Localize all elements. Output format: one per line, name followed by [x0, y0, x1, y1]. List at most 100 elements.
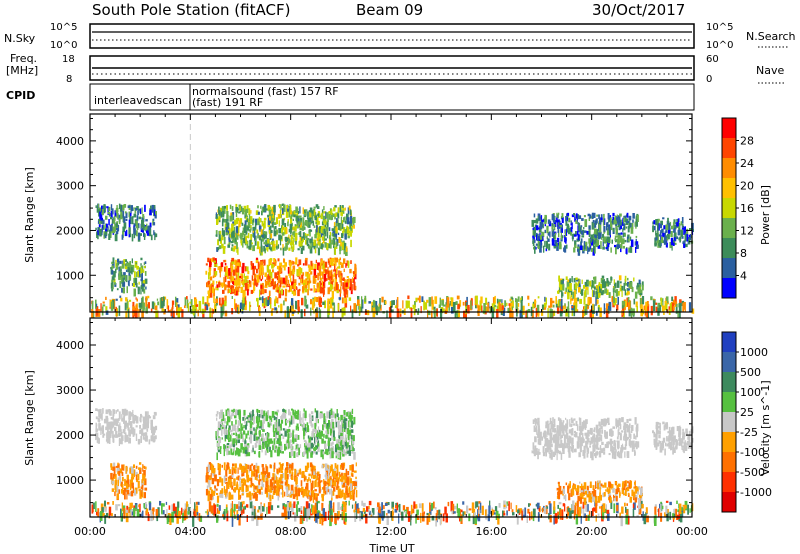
data-cell: [612, 296, 615, 304]
data-cell: [556, 304, 560, 314]
data-cell: [345, 282, 348, 287]
data-cell: [290, 419, 293, 425]
data-cell: [407, 300, 410, 308]
data-cell: [136, 298, 138, 302]
data-cell: [267, 296, 270, 303]
data-cell: [665, 224, 669, 231]
data-cell: [662, 240, 666, 244]
data-cell: [343, 472, 346, 480]
data-cell: [318, 265, 322, 272]
data-cell: [96, 205, 99, 213]
data-cell: [269, 279, 271, 283]
data-cell: [122, 490, 125, 496]
data-cell: [134, 487, 138, 494]
data-cell: [213, 260, 216, 263]
data-cell: [211, 282, 214, 289]
data-cell: [239, 480, 241, 487]
data-cell: [342, 205, 344, 209]
data-cell: [260, 239, 263, 247]
data-cell: [534, 239, 536, 243]
data-cell: [326, 482, 329, 485]
data-cell: [234, 298, 236, 310]
data-cell: [241, 222, 244, 226]
data-cell: [161, 503, 163, 514]
data-cell: [315, 259, 317, 264]
data-cell: [450, 501, 454, 512]
data-cell: [207, 257, 210, 263]
freq-panel: Freq. [MHz] 18 8 60 0 Nave: [6, 52, 784, 85]
data-cell: [124, 231, 128, 237]
data-cell: [635, 235, 638, 238]
data-cell: [116, 263, 118, 267]
data-cell: [282, 277, 285, 284]
data-cell: [526, 515, 528, 523]
data-cell: [652, 221, 654, 225]
data-cell: [326, 231, 329, 239]
data-cell: [335, 257, 338, 263]
data-cell: [309, 239, 312, 244]
data-cell: [610, 217, 612, 225]
data-cell: [236, 208, 239, 211]
data-cell: [234, 221, 236, 224]
data-cell: [522, 305, 525, 315]
data-cell: [532, 303, 535, 309]
data-cell: [583, 215, 586, 218]
data-cell: [263, 414, 265, 421]
data-cell: [596, 218, 598, 224]
data-cell: [244, 424, 247, 430]
nsearch-label: N.Search: [746, 30, 796, 43]
data-cell: [221, 234, 224, 241]
data-cell: [335, 449, 338, 456]
data-cell: [116, 484, 119, 493]
data-cell: [350, 472, 354, 476]
data-cell: [424, 302, 428, 310]
data-cell: [344, 207, 346, 211]
data-cell: [307, 221, 309, 228]
data-cell: [267, 279, 270, 285]
data-cell: [466, 505, 469, 514]
data-cell: [596, 229, 599, 237]
data-cell: [516, 308, 518, 317]
data-cell: [341, 263, 344, 268]
data-cell: [614, 215, 616, 223]
data-cell: [314, 506, 317, 515]
data-cell: [428, 297, 432, 307]
data-cell: [632, 213, 635, 219]
data-cell: [226, 205, 228, 211]
data-cell: [253, 283, 256, 291]
data-cell: [373, 299, 375, 308]
echo-region: [110, 462, 148, 501]
data-cell: [607, 242, 610, 248]
data-cell: [249, 412, 252, 421]
data-cell: [389, 301, 392, 310]
data-cell: [119, 439, 122, 445]
data-cell: [652, 225, 654, 232]
data-cell: [308, 413, 311, 417]
data-cell: [117, 463, 120, 471]
data-cell: [112, 257, 115, 263]
data-cell: [204, 303, 207, 306]
data-cell: [105, 296, 107, 300]
data-cell: [142, 280, 146, 286]
data-cell: [249, 239, 252, 248]
data-cell: [365, 513, 368, 524]
data-cell: [279, 210, 282, 218]
data-cell: [238, 261, 242, 268]
data-cell: [331, 274, 334, 281]
data-cell: [247, 477, 251, 482]
data-cell: [293, 451, 296, 458]
data-cell: [417, 308, 420, 312]
data-cell: [581, 289, 584, 296]
data-cell: [176, 507, 179, 516]
data-cell: [136, 265, 139, 270]
data-cell: [107, 423, 111, 430]
data-cell: [654, 506, 657, 515]
data-cell: [559, 244, 562, 250]
data-cell: [233, 226, 236, 234]
data-cell: [496, 309, 499, 318]
data-cell: [100, 303, 102, 313]
data-cell: [285, 228, 288, 234]
data-cell: [335, 466, 338, 469]
data-cell: [387, 502, 390, 506]
data-cell: [515, 298, 517, 303]
